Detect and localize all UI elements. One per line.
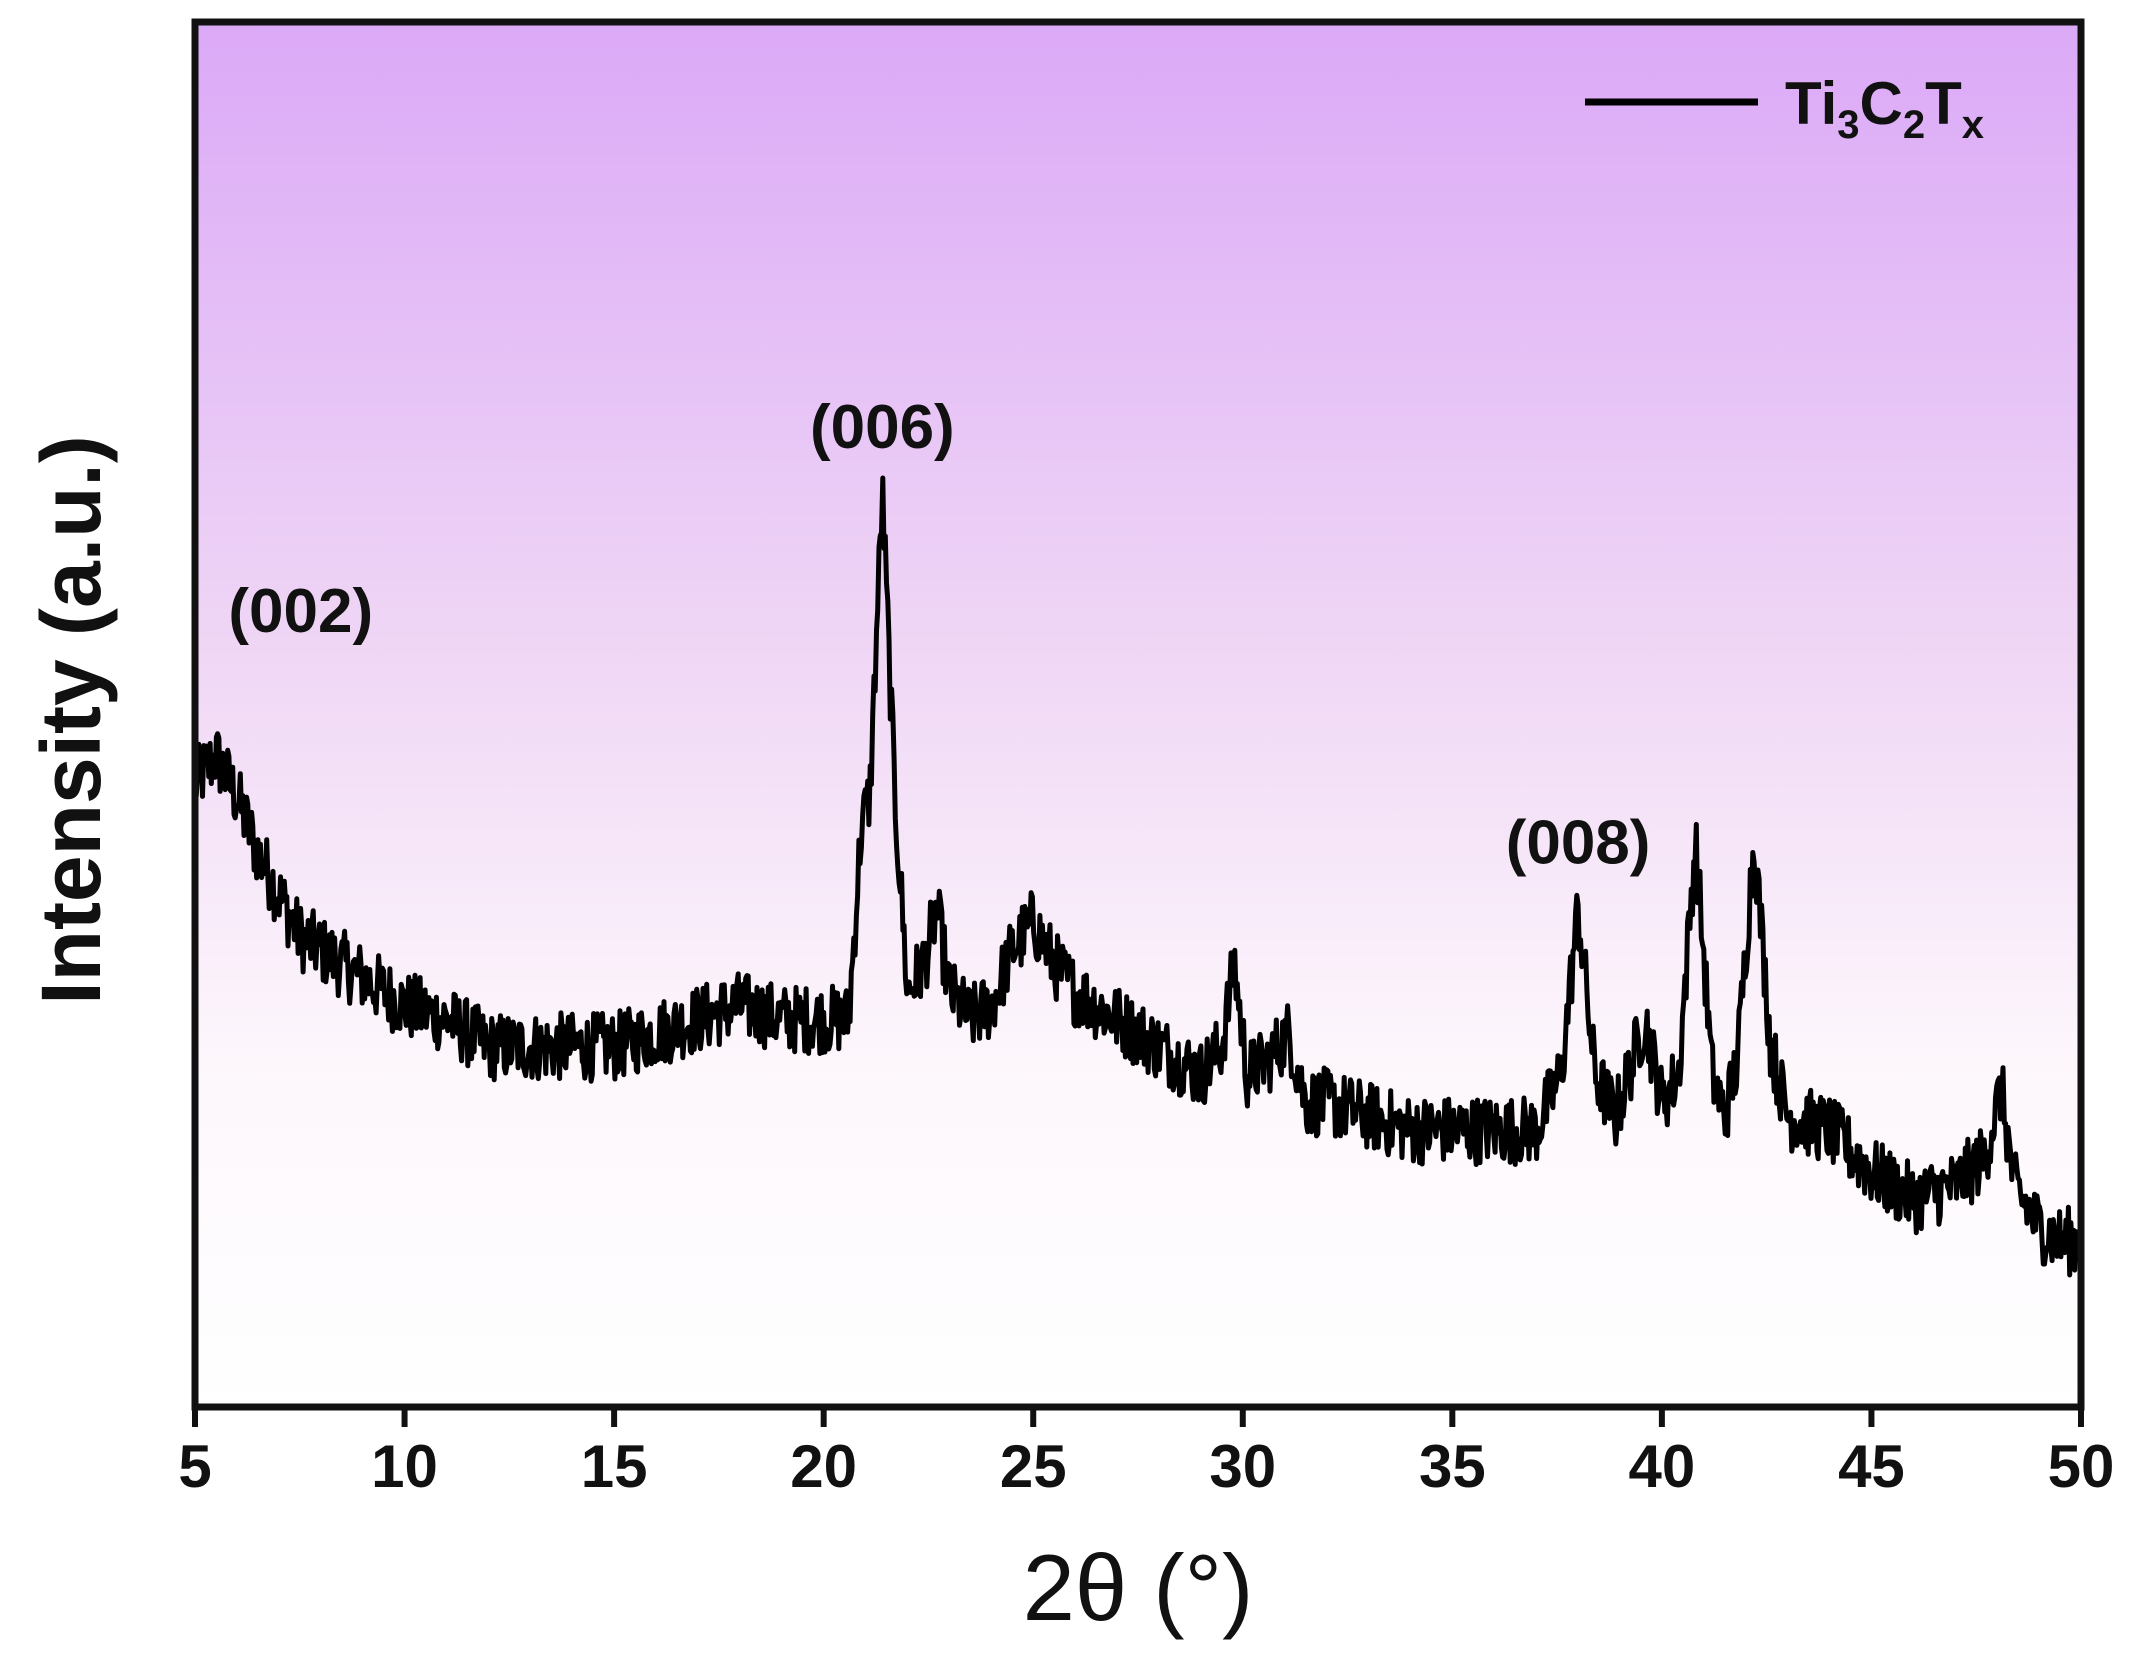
x-tick-label: 35: [1419, 1433, 1486, 1500]
peak-label: (008): [1506, 808, 1651, 877]
x-ticks: 5 10 15 20 25 30 35 40 45 50: [178, 1407, 2114, 1500]
x-tick-label: 40: [1629, 1433, 1696, 1500]
legend-label: Ti3C2Tx: [1785, 70, 1984, 147]
peak-label: (006): [810, 393, 955, 462]
x-tick-label: 15: [581, 1433, 648, 1500]
x-tick-label: 45: [1838, 1433, 1905, 1500]
x-tick-label: 50: [2048, 1433, 2115, 1500]
x-tick-label: 10: [371, 1433, 438, 1500]
series-line-ti3c2tx: [195, 475, 2081, 1278]
plot-frame: [191, 18, 2085, 1411]
x-tick-label: 5: [178, 1433, 211, 1500]
legend: Ti3C2Tx: [1585, 70, 1984, 147]
peak-label: (002): [228, 577, 373, 646]
x-tick-label: 25: [1000, 1433, 1067, 1500]
x-tick-label: 30: [1209, 1433, 1276, 1500]
x-tick-label: 20: [790, 1433, 857, 1500]
x-axis-title: 2θ (°): [1023, 1535, 1254, 1640]
y-axis-title: Intensity (a.u.): [24, 435, 118, 1004]
peak-labels: (002) (006) (008): [228, 393, 1650, 878]
series-layer: [195, 475, 2081, 1278]
plot-background: [195, 22, 2081, 1407]
